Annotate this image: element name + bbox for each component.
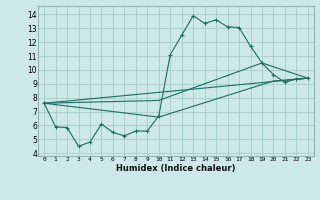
X-axis label: Humidex (Indice chaleur): Humidex (Indice chaleur) — [116, 164, 236, 173]
